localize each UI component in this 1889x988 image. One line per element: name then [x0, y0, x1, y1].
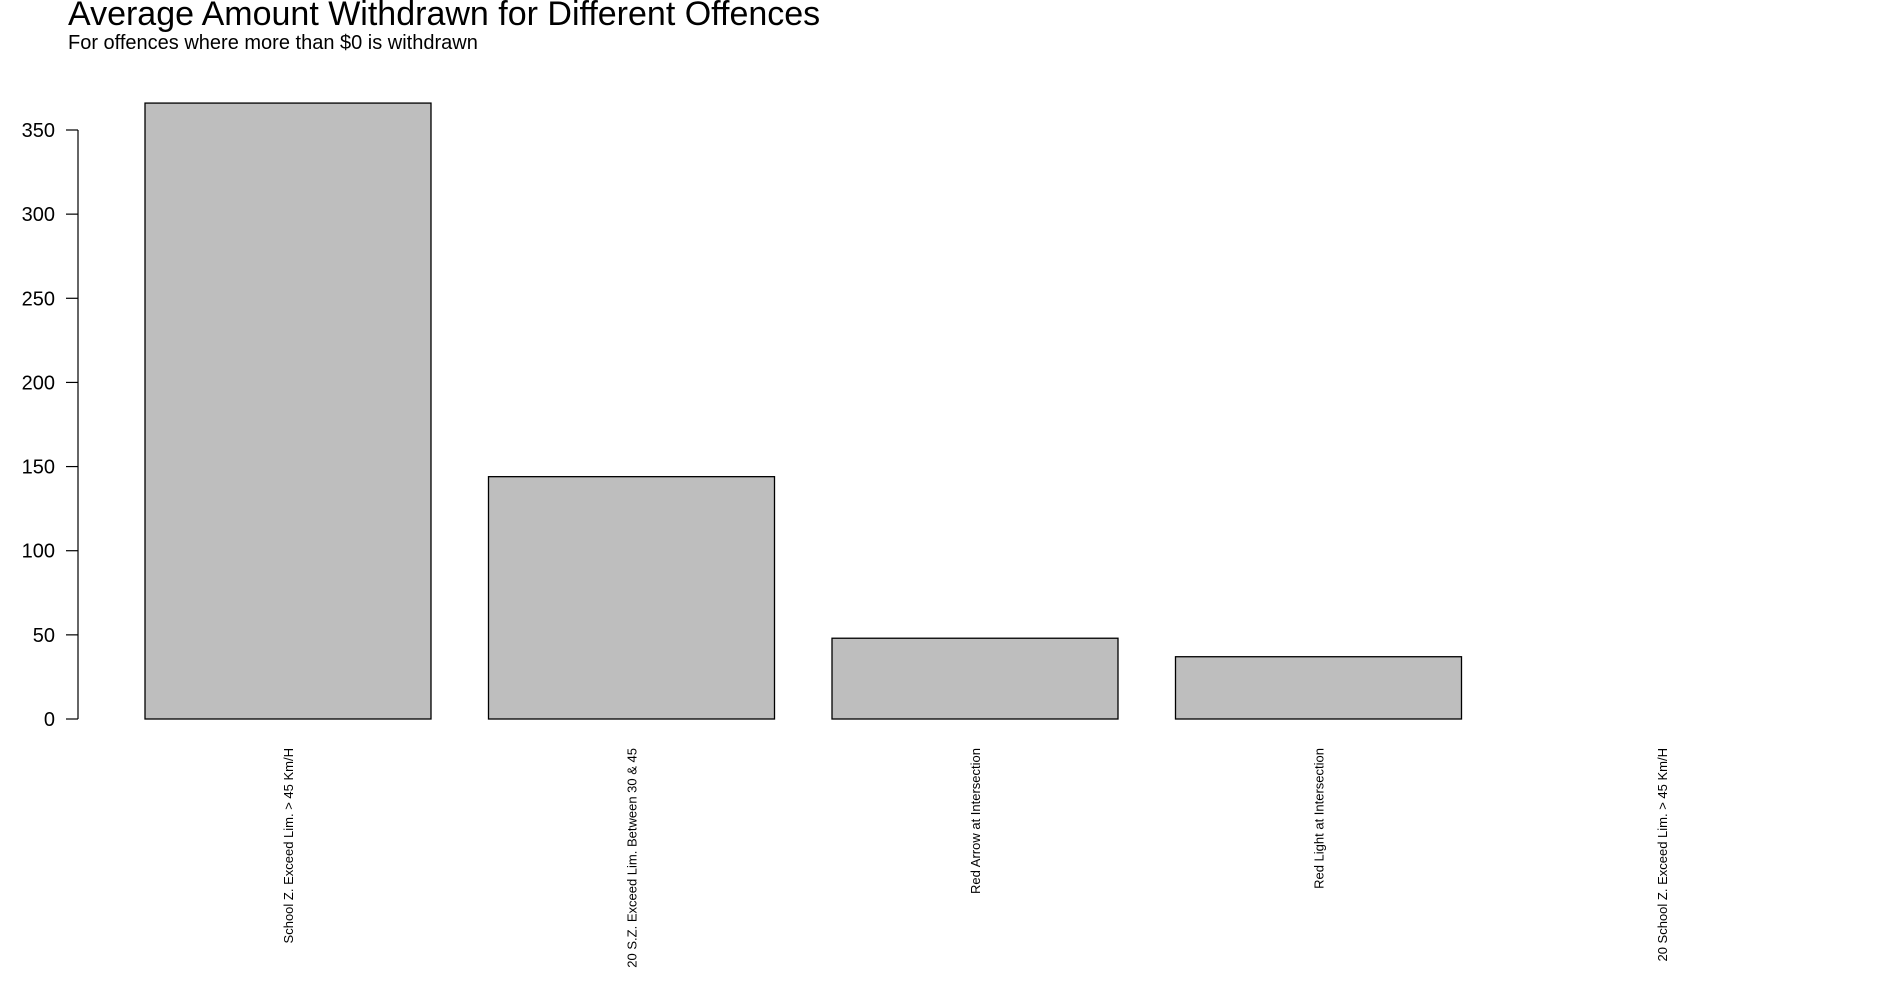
bar — [144, 102, 432, 720]
y-axis: 0 50 100 150 200 250 300 350 — [22, 120, 79, 731]
y-tick-label: 150 — [22, 457, 55, 479]
chart-subtitle: For offences where more than $0 is withd… — [68, 32, 478, 54]
chart-title: Average Amount Withdrawn for Different O… — [68, 0, 821, 33]
x-axis-labels: School Z. Exceed Lim. > 45 Km/H 20 S.Z. E… — [281, 748, 1670, 968]
bar — [1174, 656, 1463, 720]
y-tick-label: 0 — [44, 709, 55, 731]
x-category-label: 20 School Z. Exceed Lim. > 45 Km/H — [1655, 748, 1670, 962]
y-tick-label: 50 — [33, 625, 55, 647]
bar — [831, 637, 1119, 720]
y-tick-label: 300 — [22, 204, 55, 226]
bars — [144, 102, 1463, 720]
bar — [487, 476, 776, 720]
y-tick-label: 250 — [22, 288, 55, 310]
x-category-label: School Z. Exceed Lim. > 45 Km/H — [281, 748, 296, 943]
x-category-label: 20 S.Z. Exceed Lim. Between 30 & 45 — [625, 748, 640, 968]
y-tick-label: 200 — [22, 372, 55, 394]
x-category-label: Red Arrow at Intersection — [968, 748, 983, 894]
y-tick-label: 350 — [22, 120, 55, 142]
y-tick-label: 100 — [22, 541, 55, 563]
x-category-label: Red Light at Intersection — [1312, 748, 1327, 889]
